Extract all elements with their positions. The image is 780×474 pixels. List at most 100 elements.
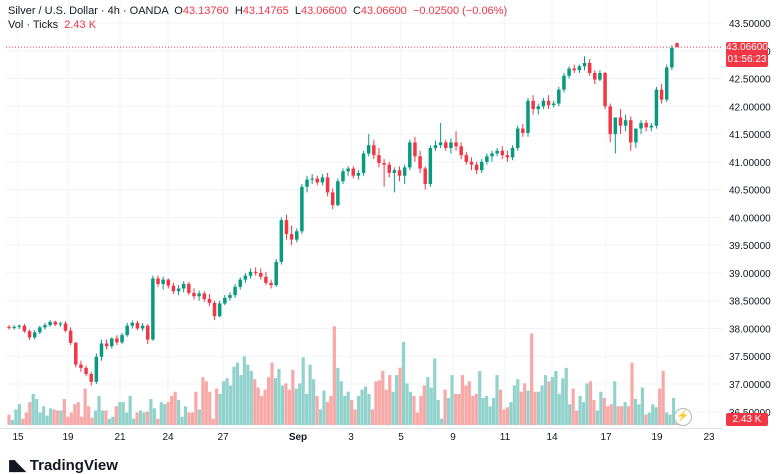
volume-bar [62, 399, 66, 425]
candle-body [459, 146, 463, 156]
volume-bar [395, 375, 399, 425]
candle-body [269, 282, 273, 286]
low-value: 43.06600 [300, 5, 347, 17]
high-label: H [234, 5, 243, 17]
volume-bar [377, 380, 381, 425]
volume-bar [118, 402, 122, 425]
candle-body [130, 322, 135, 326]
volume-bar [547, 381, 551, 425]
time-axis[interactable]: 15 19 21 24 27 Sep 3 5 9 11 14 17 19 23 [0, 428, 722, 444]
price-axis[interactable]: 43.5000043.0000042.5000042.0000041.50000… [729, 19, 771, 419]
candle-body [151, 278, 155, 340]
candle [479, 159, 484, 173]
volume-bar [204, 381, 208, 425]
volume-bar [180, 416, 184, 425]
candle [315, 175, 320, 186]
volume-bar [630, 362, 634, 425]
volume-bar [138, 410, 143, 425]
candle [351, 166, 356, 179]
volume-bar [640, 387, 644, 425]
candle [644, 120, 648, 132]
candle-body [212, 302, 217, 317]
last-price-badge: 43.06600 01:56:23 [726, 42, 768, 67]
volume-bar [381, 370, 385, 425]
volume-bar [221, 381, 226, 425]
candle-body [639, 122, 643, 129]
volume-bar [408, 391, 413, 425]
candle [618, 109, 623, 135]
volume-label[interactable]: Vol · Ticks [8, 19, 59, 31]
candle [187, 281, 191, 296]
candle [336, 178, 340, 207]
candle-body [598, 72, 602, 80]
volume-bar [149, 399, 153, 425]
candle-body [181, 284, 186, 289]
volume-bar [609, 404, 613, 425]
tradingview-logo-icon: ▮◣ [8, 457, 26, 474]
volume-bar [658, 388, 662, 425]
volume-bar [187, 412, 191, 425]
volume-bar [173, 391, 177, 425]
volume-bar [647, 412, 651, 425]
candle-body [567, 68, 571, 76]
volume-bar [654, 407, 658, 425]
volume-bar [457, 393, 461, 425]
candle-body [289, 234, 294, 240]
volume-bar [516, 379, 520, 425]
volume-bar [14, 409, 18, 425]
candle [515, 125, 520, 151]
volume-bar [111, 416, 115, 425]
time-tick-label: 23 [703, 432, 715, 443]
candle [361, 150, 366, 176]
volume-bar [575, 410, 579, 425]
candle-body [27, 331, 32, 338]
volume-bar [523, 383, 527, 425]
volume-bar [568, 404, 572, 425]
symbol-title[interactable]: Silver / U.S. Dollar · 4h · OANDA [8, 5, 169, 17]
candle-body [587, 62, 592, 73]
volume-bar [170, 395, 174, 425]
goto-realtime-button[interactable]: ⚡ [674, 408, 692, 426]
candle [7, 325, 11, 330]
candle [675, 42, 679, 48]
candle [320, 174, 325, 186]
tradingview-logo[interactable]: ▮◣ TradingView [8, 456, 118, 474]
volume-bar [533, 391, 537, 425]
volume-bar [318, 409, 323, 425]
candle [670, 45, 674, 71]
volume-bar [585, 383, 589, 425]
candle [433, 140, 438, 151]
volume-bar [485, 395, 489, 425]
candle-body [187, 284, 191, 293]
candle [510, 145, 515, 161]
candle-body [510, 147, 515, 158]
volume-bar [253, 379, 257, 425]
candle [161, 276, 165, 290]
volume-bar [367, 393, 371, 425]
candle [43, 322, 47, 330]
candle-body [197, 293, 201, 297]
candle-body [485, 156, 489, 162]
volume-bar [426, 377, 430, 425]
candle-body [423, 168, 427, 185]
volume-bar [239, 375, 243, 425]
candle [104, 339, 109, 350]
candle [377, 147, 381, 168]
candle-body [675, 43, 679, 48]
volume-bar [626, 406, 631, 425]
candle [269, 279, 273, 289]
candle [12, 325, 16, 330]
volume-bar [405, 383, 409, 425]
candle-body [325, 177, 330, 193]
candle-body [541, 100, 546, 107]
volume-bar [453, 393, 458, 425]
volume-bar [166, 402, 170, 425]
volume-bar [602, 397, 606, 425]
candle [629, 116, 633, 151]
candle-body [659, 89, 664, 100]
candle [577, 64, 582, 73]
candle-body [490, 153, 494, 157]
volume-bar [277, 368, 281, 425]
high-value: 43.14765 [242, 5, 289, 17]
